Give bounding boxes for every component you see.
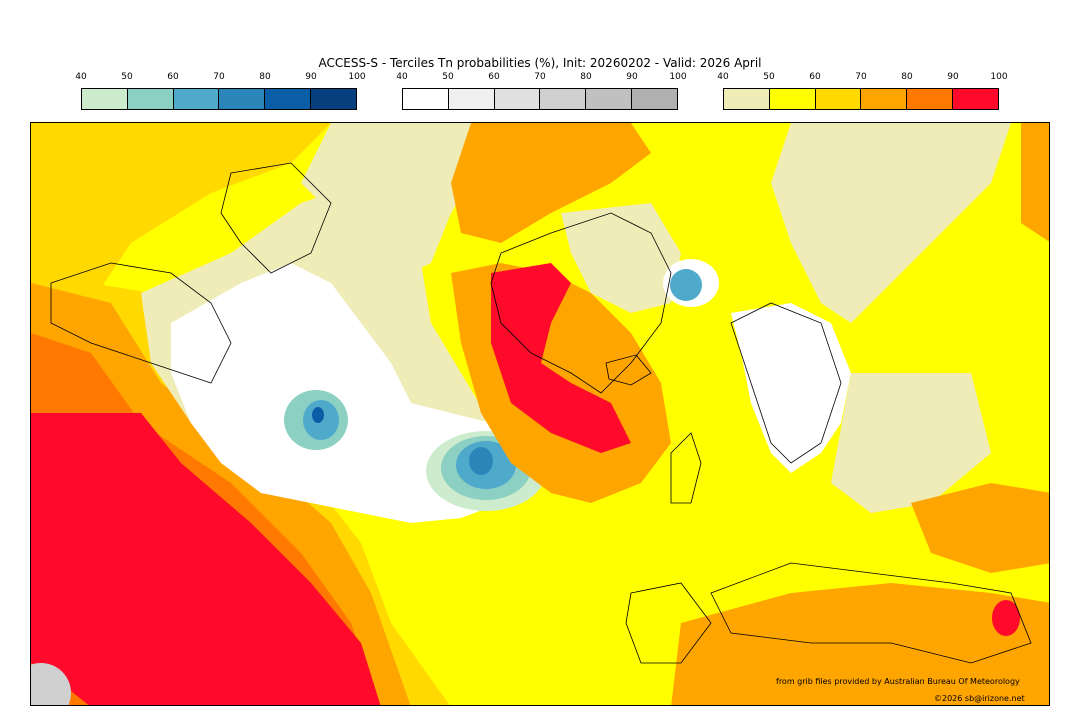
colorbar-swatch <box>815 89 862 109</box>
colorbar-tick-label: 50 <box>121 72 133 82</box>
colorbar-tick-label: 50 <box>442 72 454 82</box>
colorbar-swatch <box>265 89 312 109</box>
colorbar-tick-label: 40 <box>717 72 729 82</box>
field-pale-arctic <box>301 123 491 273</box>
colorbar-swatch <box>82 89 128 109</box>
colorbar-tick-label: 90 <box>947 72 959 82</box>
colorbar-tick-label: 70 <box>855 72 867 82</box>
colorbar-swatch <box>127 89 174 109</box>
colorbar-ticks: 40 50 60 70 80 90 100 <box>396 72 686 84</box>
colorbar-ticks: 40 50 60 70 80 90 100 <box>717 72 1007 84</box>
map-title: ACCESS-S - Terciles Tn probabilities (%)… <box>318 56 762 70</box>
field-grey-sw <box>31 663 71 705</box>
colorbar-tick-label: 70 <box>213 72 225 82</box>
colorbar-tick-label: 40 <box>396 72 408 82</box>
colorbar-swatch <box>769 89 816 109</box>
colorbar-tick-label: 50 <box>763 72 775 82</box>
colorbar-swatches <box>723 88 999 110</box>
colorbar-tick-label: 80 <box>259 72 271 82</box>
field-near-normal-labrador <box>171 263 511 523</box>
coastline-iberia <box>625 582 712 664</box>
field-below-norwegian-sea <box>670 269 702 301</box>
field-red-greenland <box>491 263 631 453</box>
colorbar-below-normal: 40 50 60 70 80 90 100 <box>75 72 366 112</box>
coastline-baffin <box>220 162 332 274</box>
colorbar-swatch <box>219 89 266 109</box>
coastline-greenland <box>490 212 672 394</box>
colorbar-tick-label: 40 <box>75 72 87 82</box>
field-orange-north <box>451 123 651 243</box>
copyright-notice: ©2026 sb@irizone.net <box>934 694 1025 703</box>
coastline-scandinavia <box>730 302 842 464</box>
field-orange-mediterranean <box>671 583 1049 705</box>
data-credit: from grib files provided by Australian B… <box>776 677 1020 686</box>
field-pale-greenland <box>561 203 681 313</box>
colorbar-swatches <box>402 88 678 110</box>
colorbar-tick-label: 70 <box>534 72 546 82</box>
colorbar-swatch <box>448 89 495 109</box>
field-below-labrador-center <box>312 407 324 423</box>
colorbar-tick-label: 90 <box>305 72 317 82</box>
colorbar-swatch <box>586 89 633 109</box>
colorbar-tick-label: 60 <box>488 72 500 82</box>
colorbar-swatch <box>907 89 954 109</box>
field-red-atlantic <box>31 413 381 705</box>
colorbar-swatch <box>173 89 220 109</box>
field-below-80 <box>469 447 493 475</box>
field-gold-nw <box>31 123 331 323</box>
colorbar-tick-label: 80 <box>580 72 592 82</box>
coastline-british-isles <box>670 432 702 504</box>
colorbar-ticks: 40 50 60 70 80 90 100 <box>75 72 365 84</box>
colorbar-tick-label: 100 <box>348 72 366 82</box>
colorbar-tick-label: 100 <box>669 72 687 82</box>
field-pale-russia <box>771 123 1011 323</box>
colorbar-near-normal: 40 50 60 70 80 90 100 <box>396 72 687 112</box>
colorbar-tick-label: 90 <box>626 72 638 82</box>
colorbar-swatch <box>311 89 356 109</box>
map-canvas <box>31 123 1049 705</box>
colorbar-swatch <box>724 89 770 109</box>
colorbar-swatch <box>540 89 587 109</box>
coastline-mediterranean <box>710 562 1032 664</box>
colorbar-tick-label: 60 <box>167 72 179 82</box>
field-pale-east-europe <box>831 373 991 513</box>
colorbar-swatch <box>632 89 677 109</box>
colorbar-swatches <box>81 88 357 110</box>
coastline-iceland <box>605 354 652 386</box>
field-orange-ne <box>1021 123 1049 242</box>
colorbar-tick-label: 60 <box>809 72 821 82</box>
probability-map <box>30 122 1050 706</box>
field-near-normal-scandinavia <box>731 303 851 473</box>
colorbar-tick-label: 100 <box>990 72 1008 82</box>
field-orange-black-sea <box>911 483 1049 573</box>
colorbar-tick-label: 80 <box>901 72 913 82</box>
colorbar-swatch <box>953 89 998 109</box>
colorbar-swatch <box>494 89 541 109</box>
coastline-north-america <box>50 262 232 384</box>
colorbar-swatch <box>861 89 908 109</box>
field-red-east-med <box>992 600 1020 636</box>
colorbar-swatch <box>403 89 449 109</box>
colorbar-above-normal: 40 50 60 70 80 90 100 <box>717 72 1008 112</box>
